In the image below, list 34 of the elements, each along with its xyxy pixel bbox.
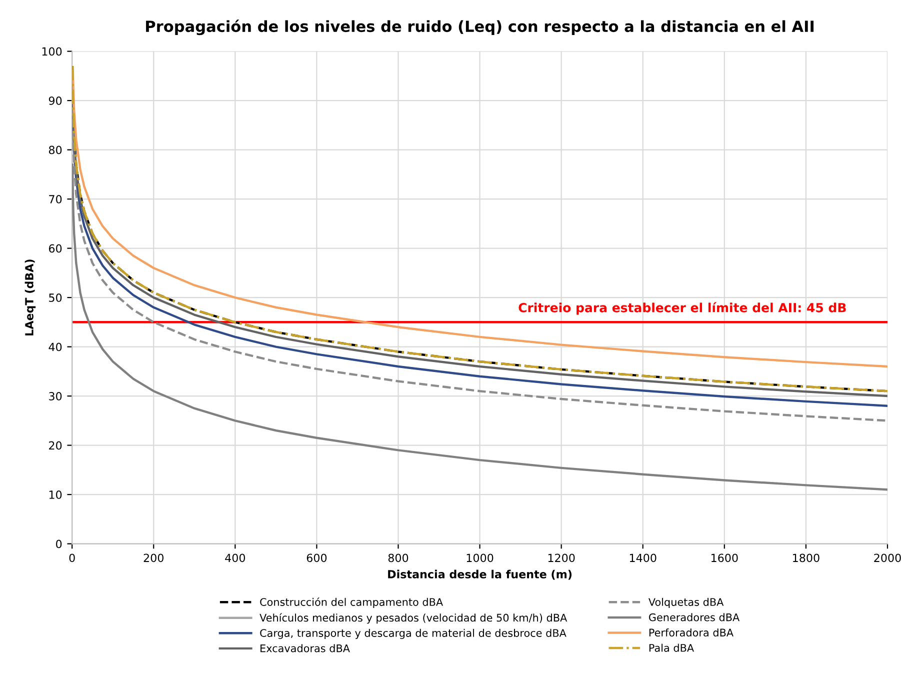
x-tick-label: 600 xyxy=(306,554,327,562)
x-tick-label: 200 xyxy=(144,554,164,562)
legend-label: Vehículos medianos y pesados (velocidad de 50 km/h) dBA xyxy=(260,613,568,624)
legend-label: Carga, transporte y descarga de material de desbroce dBA xyxy=(260,628,566,639)
y-tick-label: 60 xyxy=(48,244,62,253)
legend-label: Construcción del campamento dBA xyxy=(260,597,443,608)
y-tick-label: 80 xyxy=(48,146,62,154)
y-tick-label: 0 xyxy=(56,540,62,548)
y-axis-title: LAeqT (dBA) xyxy=(24,260,36,336)
ref-line-label: Critreio para establecer el límite del AII: 45 dB xyxy=(518,302,846,315)
x-tick-label: 1000 xyxy=(466,554,494,562)
chart-title: Propagación de los niveles de ruido (Leq) con respecto a la distancia en el AII xyxy=(146,20,814,36)
y-tick-label: 50 xyxy=(49,294,62,302)
legend-label: Generadores dBA xyxy=(648,613,740,622)
x-tick-label: 1400 xyxy=(630,554,656,562)
x-tick-label: 1800 xyxy=(793,554,820,562)
y-tick-label: 20 xyxy=(49,441,62,450)
y-tick-label: 70 xyxy=(49,195,62,204)
x-tick-label: 2000 xyxy=(874,554,901,562)
y-tick-label: 30 xyxy=(49,392,62,400)
x-tick-label: 400 xyxy=(225,554,246,562)
y-tick-label: 10 xyxy=(49,490,62,499)
legend-label: Pala dBA xyxy=(649,644,694,652)
y-tick-label: 40 xyxy=(48,342,62,352)
legend-label: Excavadoras dBA xyxy=(260,644,350,652)
legend-label: Perforadora dBA xyxy=(649,628,734,637)
y-tick-label: 100 xyxy=(42,47,62,56)
x-tick-label: 1600 xyxy=(711,554,738,562)
x-tick-label: 0 xyxy=(69,554,75,562)
y-tick-label: 90 xyxy=(48,96,62,105)
x-tick-label: 800 xyxy=(388,554,408,562)
x-axis-title: Distancia desde la fuente (m) xyxy=(388,570,572,580)
x-tick-label: 1200 xyxy=(548,554,575,562)
legend-label: Volquetas dBA xyxy=(648,598,724,608)
